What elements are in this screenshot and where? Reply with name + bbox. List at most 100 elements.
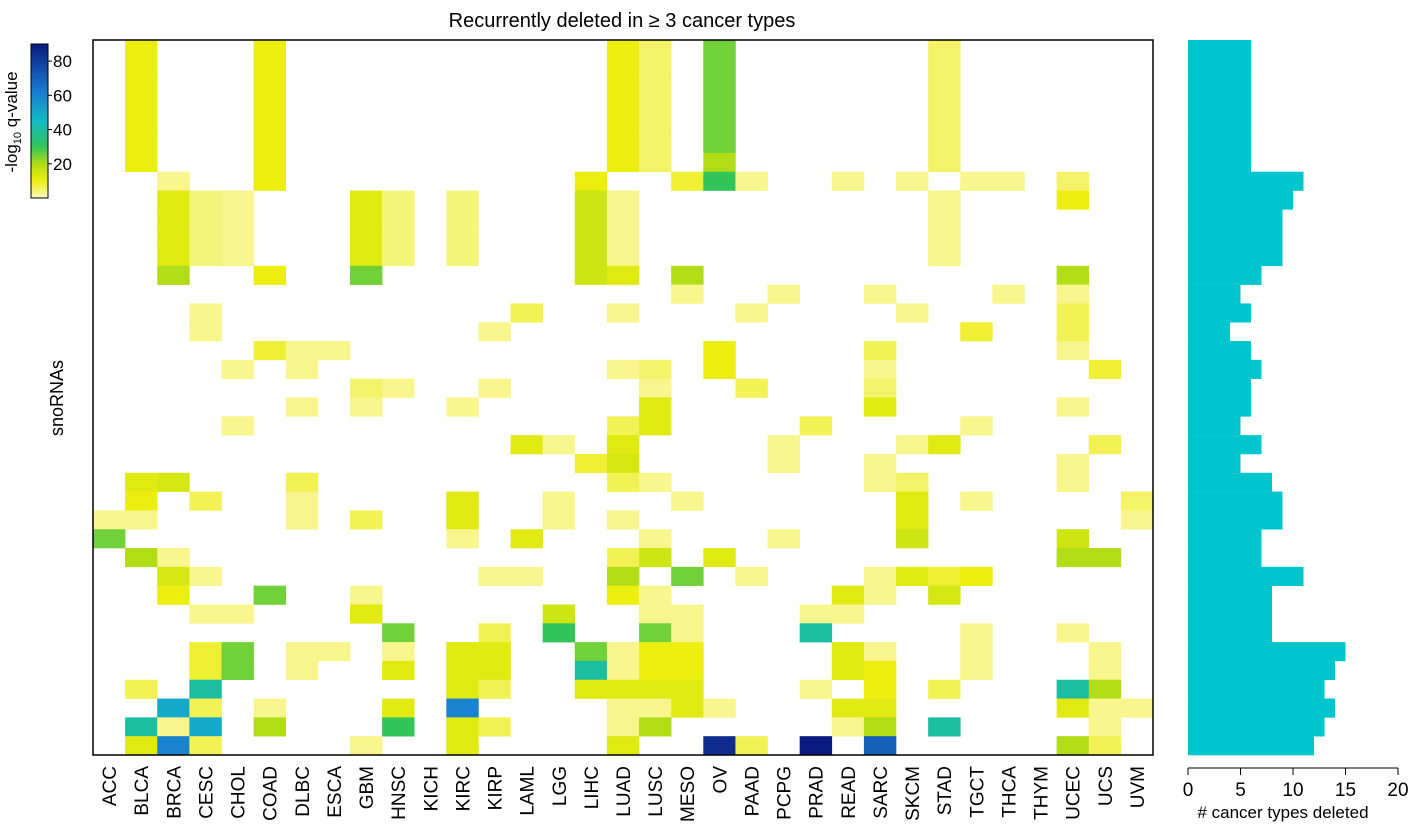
heatmap-cell <box>671 491 704 511</box>
heatmap-cell <box>253 77 287 97</box>
heatmap-cell <box>639 77 672 97</box>
heatmap-cell <box>349 246 383 267</box>
heatmap-cell <box>285 341 319 361</box>
heatmap-cell <box>606 566 640 586</box>
heatmap-cell <box>382 246 415 267</box>
heatmap-cell <box>382 623 415 643</box>
heatmap-cell <box>606 585 640 605</box>
heatmap-cell <box>478 566 511 586</box>
heatmap-cell <box>1056 171 1090 191</box>
heatmap-cell <box>896 472 929 492</box>
heatmap-cell <box>542 623 576 643</box>
heatmap-cell <box>189 246 222 267</box>
bar <box>1188 717 1325 737</box>
bar <box>1188 642 1346 662</box>
heatmap-cell <box>125 40 158 60</box>
heatmap-cell <box>189 660 222 681</box>
heatmap-cell <box>253 152 287 173</box>
heatmap-cell <box>896 529 929 549</box>
column-label: LGG <box>550 766 571 806</box>
heatmap-cell <box>639 604 672 624</box>
heatmap-cell <box>960 623 993 643</box>
heatmap-cell <box>863 660 897 681</box>
column-label: COAD <box>261 766 282 821</box>
heatmap-cell <box>606 660 640 681</box>
column-label: PRAD <box>807 766 828 819</box>
heatmap-cell <box>863 378 897 398</box>
heatmap-cell <box>671 642 704 662</box>
heatmap-cell <box>574 209 608 229</box>
colorbar-label: -log10 q-value <box>2 71 24 172</box>
bar <box>1188 378 1251 398</box>
heatmap-cell <box>189 604 222 624</box>
heatmap-cell <box>157 246 190 267</box>
heatmap-cell <box>831 171 865 191</box>
column-label: OV <box>710 766 731 794</box>
heatmap-cell <box>253 115 287 135</box>
heatmap-cell <box>1088 359 1122 379</box>
bar <box>1188 660 1335 681</box>
heatmap-cell <box>928 585 961 605</box>
heatmap-cell <box>221 209 254 229</box>
heatmap-cell <box>478 322 511 342</box>
bar <box>1188 529 1262 549</box>
x-tick-label: 5 <box>1235 780 1246 801</box>
heatmap-cell <box>735 171 768 191</box>
heatmap-cell <box>253 58 287 78</box>
heatmap-cell <box>1056 472 1090 492</box>
heatmap-cell <box>221 604 254 624</box>
x-tick-label: 15 <box>1335 780 1356 801</box>
heatmap-cell <box>1088 698 1122 718</box>
heatmap-cell <box>349 265 383 285</box>
column-label: KIRP <box>486 766 507 810</box>
heatmap-cell <box>639 472 672 492</box>
column-label: BRCA <box>164 766 185 819</box>
column-label: GBM <box>357 766 378 809</box>
colorbar-label-prefix: -log <box>2 144 21 172</box>
heatmap-cell <box>606 96 640 116</box>
heatmap-cell <box>349 397 383 417</box>
x-tick-label: 0 <box>1183 780 1194 801</box>
heatmap-cell <box>189 679 222 699</box>
heatmap-cell <box>221 416 254 436</box>
heatmap-cell <box>767 435 800 455</box>
heatmap-cell <box>671 660 704 681</box>
heatmap-cell <box>221 359 254 379</box>
heatmap-cell <box>799 736 833 756</box>
heatmap-cell <box>992 171 1025 191</box>
heatmap-cell <box>863 698 897 718</box>
heatmap-cell <box>1088 548 1122 568</box>
heatmap-cell <box>863 585 897 605</box>
heatmap-cell <box>606 190 640 210</box>
heatmap-cell <box>928 228 961 248</box>
bar <box>1188 209 1283 229</box>
colorbar-tick-label: 20 <box>53 155 72 174</box>
bar <box>1188 265 1262 285</box>
heatmap-cell <box>253 585 287 605</box>
heatmap-cell <box>157 265 190 285</box>
heatmap-cell <box>285 510 319 530</box>
heatmap-cell <box>542 435 576 455</box>
heatmap-cell <box>189 642 222 662</box>
heatmap-cell <box>799 416 833 436</box>
heatmap-cell <box>928 152 961 173</box>
heatmap-cell <box>671 171 704 191</box>
column-label: MESO <box>678 766 699 822</box>
heatmap-cell <box>157 228 190 248</box>
column-label: LAML <box>518 766 539 816</box>
heatmap-cell <box>1120 698 1154 718</box>
heatmap-cell <box>478 378 511 398</box>
heatmap-cell <box>606 40 640 60</box>
heatmap-cell <box>125 548 158 568</box>
bar <box>1188 40 1251 60</box>
heatmap-cell <box>863 642 897 662</box>
heatmap-cell <box>606 435 640 455</box>
heatmap-cell <box>1056 679 1090 699</box>
column-label: THCA <box>999 766 1020 818</box>
heatmap-cell <box>349 736 383 756</box>
heatmap-cell <box>446 510 479 530</box>
heatmap-cell <box>349 585 383 605</box>
heatmap-cell <box>157 717 190 737</box>
heatmap-cell <box>253 171 287 191</box>
